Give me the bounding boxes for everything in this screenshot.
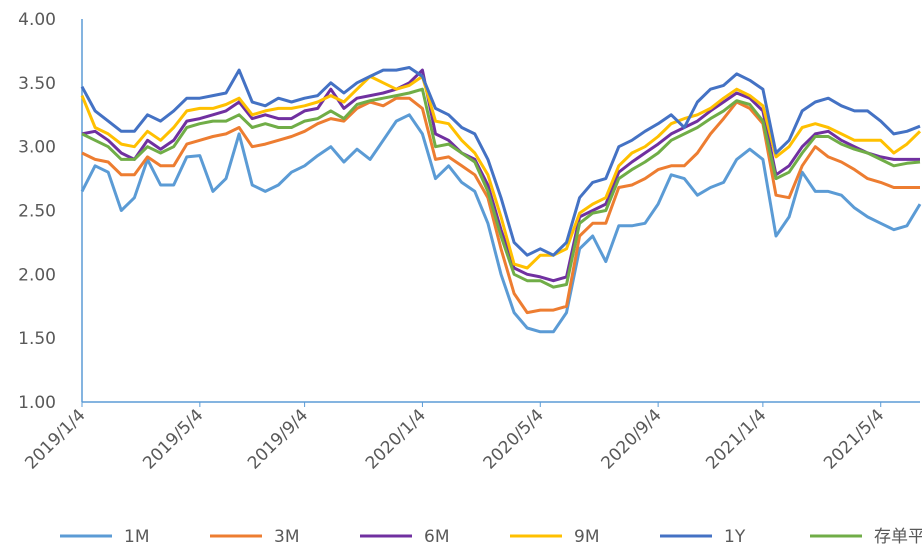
y-tick-label: 1.50 — [18, 329, 56, 349]
legend-label: 1M — [124, 527, 149, 547]
series-line — [80, 113, 922, 334]
y-tick-label: 2.00 — [18, 265, 56, 285]
y-tick-label: 1.00 — [18, 393, 56, 413]
series-line — [81, 87, 921, 289]
series-line — [81, 68, 920, 283]
y-tick-label: 2.50 — [18, 202, 56, 222]
x-tick-label: 2020/9/4 — [598, 405, 666, 473]
x-tick-label: 2019/1/4 — [21, 405, 89, 473]
legend-label: 1Y — [724, 527, 746, 547]
y-tick-label: 3.50 — [18, 74, 56, 94]
x-tick-label: 2021/5/4 — [820, 405, 888, 473]
legend-label: 存单平均利率 — [874, 527, 922, 547]
y-tick-label: 4.00 — [18, 10, 56, 30]
legend-label: 6M — [424, 527, 449, 547]
y-tick-label: 3.00 — [18, 138, 56, 158]
series-line — [80, 66, 921, 257]
x-tick-label: 2019/5/4 — [139, 405, 207, 473]
x-tick-label: 2021/1/4 — [702, 405, 770, 473]
x-tick-label: 2020/5/4 — [480, 405, 548, 473]
series-line — [80, 74, 922, 270]
legend-label: 3M — [274, 527, 299, 547]
x-tick-label: 2020/1/4 — [362, 405, 430, 473]
legend-label: 9M — [574, 527, 599, 547]
x-tick-label: 2019/9/4 — [244, 405, 312, 473]
series-line — [81, 96, 920, 315]
